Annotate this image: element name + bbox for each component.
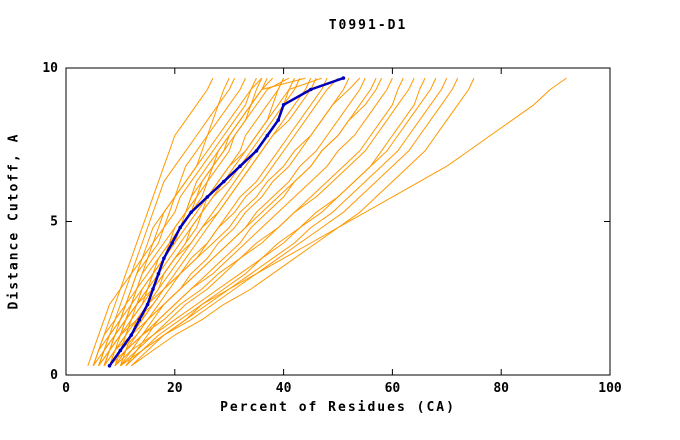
target-model-point [145,302,150,307]
model-curve [131,77,475,367]
target-model-point [170,241,174,245]
model-curve [87,77,230,366]
target-model-point [156,271,161,276]
model-curve [109,77,290,366]
model-curve [92,77,214,366]
target-model-point [189,210,193,215]
model-curve [98,77,236,366]
model-curve [92,77,263,366]
plot-border [65,67,611,376]
model-curve [109,77,366,367]
y-tick-label: 5 [50,215,58,230]
target-model-point [309,87,313,92]
model-curve [125,77,448,367]
x-tick-label: 100 [598,381,622,396]
target-model-point [205,195,210,199]
target-model-point [222,179,226,184]
target-model-point [178,225,182,230]
chart-title: T0991-D1 [328,18,408,33]
target-model-point [254,149,259,153]
target-model-point [118,348,123,353]
model-curve [114,77,322,366]
model-curve [114,77,393,367]
x-tick-label: 40 [276,381,292,396]
target-model-point [276,118,281,122]
model-curve [98,77,306,366]
target-model-point [341,76,346,80]
model-curve [120,77,404,367]
x-tick-label: 80 [493,381,509,396]
model-curve [114,77,437,367]
model-curve [109,77,415,367]
model-curve [109,77,312,367]
model-curve [125,77,567,367]
x-tick-label: 0 [62,381,70,396]
target-model-point [265,133,270,138]
target-model-point [151,287,155,291]
target-model-point [137,317,142,322]
target-model-point [162,256,166,261]
model-curve [130,77,426,367]
target-model-point [238,164,242,168]
x-axis-label: Percent of Residues (CA) [220,400,456,415]
y-tick-label: 0 [50,368,58,383]
model-curve [92,77,257,366]
target-model-point [129,333,134,337]
y-tick-label: 10 [42,61,58,76]
x-tick-label: 60 [385,381,401,396]
model-curve [114,77,328,367]
x-tick-label: 20 [167,381,183,396]
target-model-point [107,364,112,368]
model-curve [120,77,459,367]
target-model-curve [108,76,344,367]
target-model-point [281,103,286,107]
model-curve [98,77,361,367]
model-curve [103,77,382,367]
